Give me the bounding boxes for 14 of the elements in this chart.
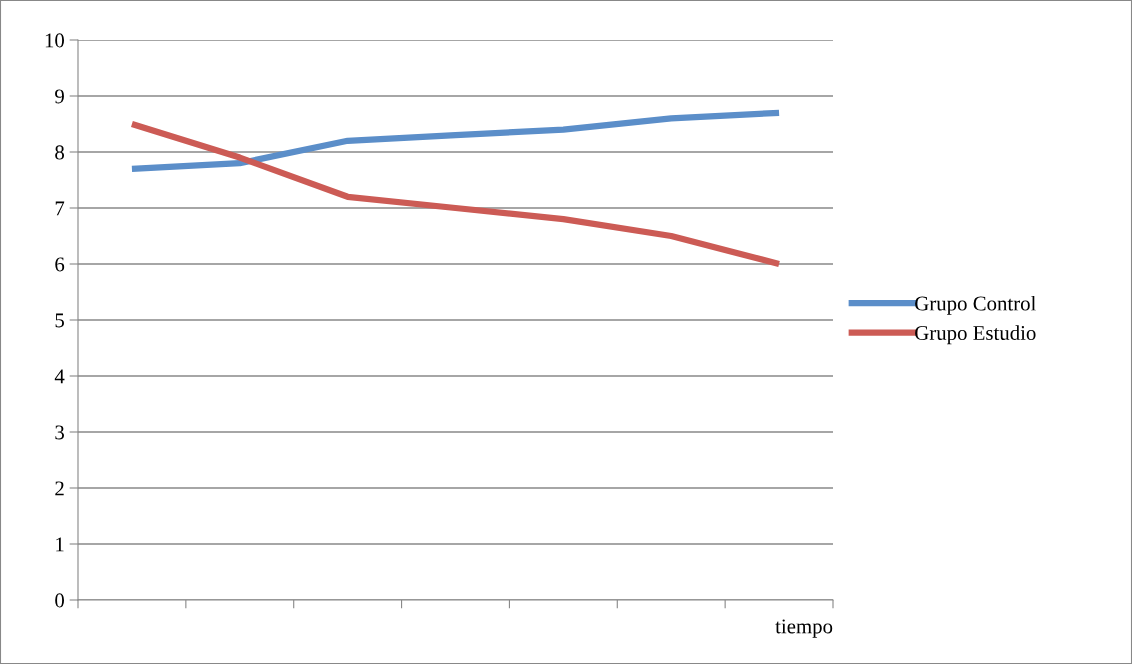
y-tick-label: 10 xyxy=(45,33,65,48)
y-tick-label: 5 xyxy=(55,313,64,328)
y-tick-label: 1 xyxy=(56,537,64,552)
legend-label: Grupo Estudio xyxy=(915,325,1036,345)
y-tick-label: 8 xyxy=(55,145,65,160)
y-tick-label: 9 xyxy=(55,89,64,104)
y-tick-label: 7 xyxy=(55,201,65,216)
legend-label: Grupo Control xyxy=(915,295,1036,315)
x-axis-title: tiempo xyxy=(775,619,833,638)
y-tick-label: 4 xyxy=(54,369,65,384)
y-tick-label: 2 xyxy=(55,481,64,496)
y-tick-label: 3 xyxy=(55,425,64,440)
y-tick-label: 6 xyxy=(55,257,65,272)
y-tick-label: 0 xyxy=(55,593,65,608)
